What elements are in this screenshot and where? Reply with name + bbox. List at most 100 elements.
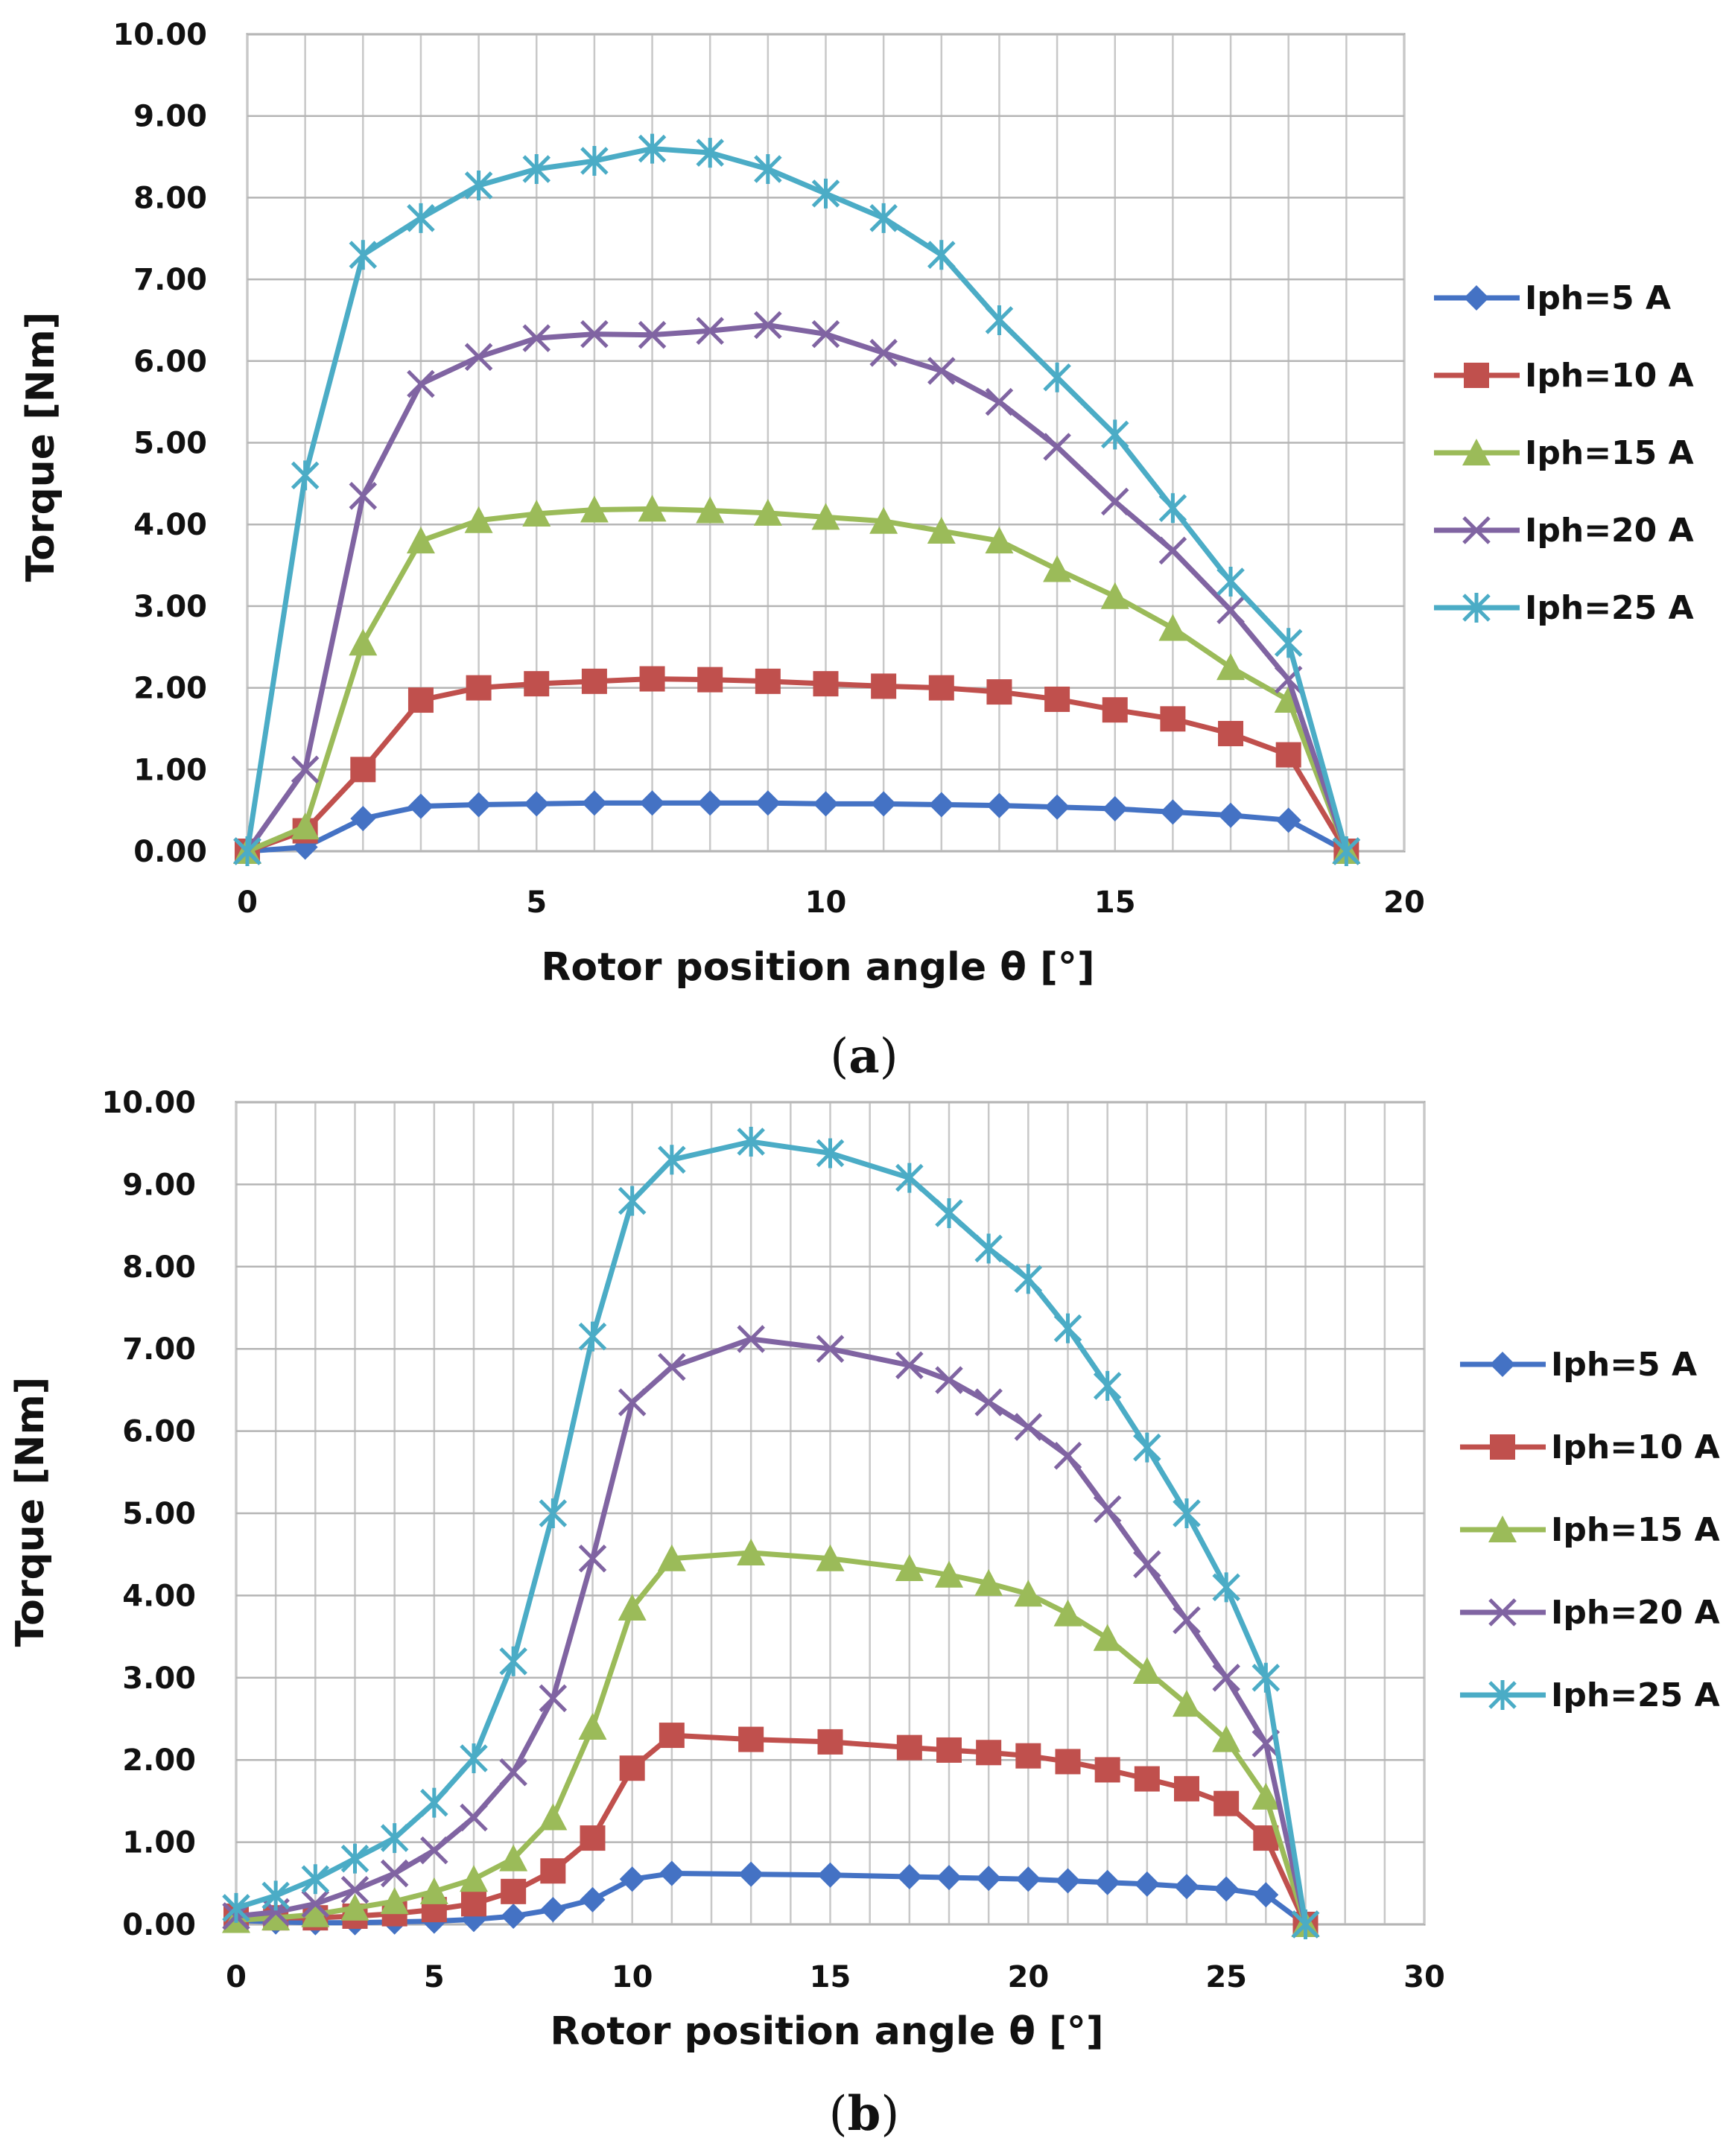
data-point <box>580 319 609 349</box>
data-point <box>896 1734 922 1761</box>
legend-b: Iph=5 A Iph=10 A Iph=15 A Iph=20 A Iph=25 A <box>1460 1346 1720 1714</box>
data-point <box>1044 686 1070 712</box>
data-point <box>301 1889 330 1918</box>
legend-label: Iph=25 A <box>1525 589 1694 627</box>
y-tick-label: 8.00 <box>133 181 207 215</box>
data-point <box>986 679 1012 705</box>
data-point <box>419 1877 448 1904</box>
legend-label: Iph=15 A <box>1525 434 1694 472</box>
data-point <box>1212 1664 1240 1692</box>
y-tick-label: 8.00 <box>122 1250 196 1285</box>
y-tick-label: 5.00 <box>133 427 207 461</box>
data-point <box>1158 614 1187 641</box>
data-point <box>1212 1725 1241 1752</box>
data-point <box>261 1880 290 1911</box>
y-tick-label: 5.00 <box>122 1497 196 1531</box>
legend-label: Iph=5 A <box>1551 1346 1697 1384</box>
legend-item: Iph=15 A <box>1434 434 1694 472</box>
data-point <box>1093 1624 1122 1651</box>
data-point <box>927 240 956 270</box>
data-point <box>1160 706 1186 732</box>
legend-item: Iph=20 A <box>1434 512 1694 550</box>
legend-item: Iph=20 A <box>1460 1594 1720 1632</box>
y-tick-label: 3.00 <box>133 590 207 624</box>
data-point <box>738 1861 764 1887</box>
data-point <box>222 1892 250 1923</box>
data-point <box>1014 1264 1043 1294</box>
data-point <box>466 675 492 701</box>
legend-item: Iph=15 A <box>1460 1511 1720 1549</box>
legend-item: Iph=25 A <box>1460 1676 1720 1714</box>
data-point <box>522 499 551 527</box>
x-tick-labels-a: 0 5 10 15 20 <box>237 885 1425 920</box>
data-point <box>1251 1662 1281 1693</box>
data-point <box>639 790 665 816</box>
y-tick-labels-a: 0.00 1.00 2.00 3.00 4.00 5.00 6.00 7.00 8.00 9.00… <box>112 18 207 869</box>
x-tick-label: 5 <box>424 1960 445 1994</box>
data-point <box>1053 1313 1082 1343</box>
data-point <box>407 369 435 398</box>
data-point <box>738 1726 764 1752</box>
data-point <box>1158 493 1187 524</box>
data-point <box>420 1836 448 1865</box>
x-tick-label: 0 <box>226 1960 247 1994</box>
series-5 <box>233 133 1361 866</box>
data-point <box>291 813 320 840</box>
data-point <box>461 1891 486 1917</box>
data-point <box>1251 1782 1281 1810</box>
x-tick-label: 15 <box>810 1960 851 1994</box>
data-point <box>895 1554 924 1581</box>
legend-swatch-marker <box>1490 1434 1515 1460</box>
x-axis-title-b: Rotor position angle θ [°] <box>550 2009 1103 2054</box>
data-point <box>539 1684 568 1713</box>
data-point <box>1218 721 1244 747</box>
data-point <box>869 506 898 534</box>
y-tick-label: 3.00 <box>122 1661 196 1696</box>
data-point <box>1212 1572 1240 1603</box>
series-4 <box>233 311 1361 865</box>
data-point <box>578 1544 607 1573</box>
data-point <box>1053 1441 1082 1470</box>
legend-swatch-marker <box>1464 363 1489 388</box>
data-point <box>697 790 723 816</box>
data-point <box>261 1904 291 1931</box>
data-point <box>580 146 609 177</box>
data-point <box>871 791 897 817</box>
series-b <box>222 1126 1320 1939</box>
x-axis-title-a: Rotor position angle θ [°] <box>541 945 1094 990</box>
data-point <box>499 1844 528 1872</box>
legend-a: Iph=5 A Iph=10 A Iph=15 A Iph=20 A Iph=25 A <box>1434 279 1694 627</box>
data-point <box>869 203 898 233</box>
data-point <box>696 138 724 168</box>
y-tick-label: 6.00 <box>122 1415 196 1449</box>
data-point <box>406 527 435 554</box>
data-point <box>936 1737 962 1763</box>
x-tick-label: 5 <box>526 885 547 920</box>
data-point <box>1253 1882 1279 1908</box>
data-point <box>1174 1874 1199 1900</box>
data-point <box>1014 1580 1043 1607</box>
legend-item: Iph=10 A <box>1460 1428 1720 1466</box>
series-3 <box>222 1538 1320 1937</box>
data-point <box>380 1859 409 1888</box>
data-point <box>350 806 376 832</box>
data-point <box>1132 1656 1161 1684</box>
data-point <box>1275 807 1301 833</box>
y-tick-label: 7.00 <box>122 1332 196 1367</box>
y-tick-label: 0.00 <box>122 1908 196 1942</box>
y-tick-label: 4.00 <box>133 508 207 542</box>
legend-swatch-marker <box>1462 593 1491 623</box>
data-point <box>501 1903 527 1929</box>
data-point <box>1093 1370 1122 1401</box>
data-point <box>1133 1550 1161 1579</box>
y-tick-label: 0.00 <box>133 835 207 869</box>
data-point <box>986 792 1012 818</box>
data-point <box>974 1388 1003 1416</box>
data-point <box>1213 1876 1240 1902</box>
x-tick-label: 0 <box>237 885 258 920</box>
data-point <box>639 666 665 692</box>
data-point <box>301 1900 330 1927</box>
data-point <box>618 1186 647 1216</box>
data-point <box>618 1388 647 1416</box>
legend-swatch-marker <box>1490 1352 1515 1377</box>
